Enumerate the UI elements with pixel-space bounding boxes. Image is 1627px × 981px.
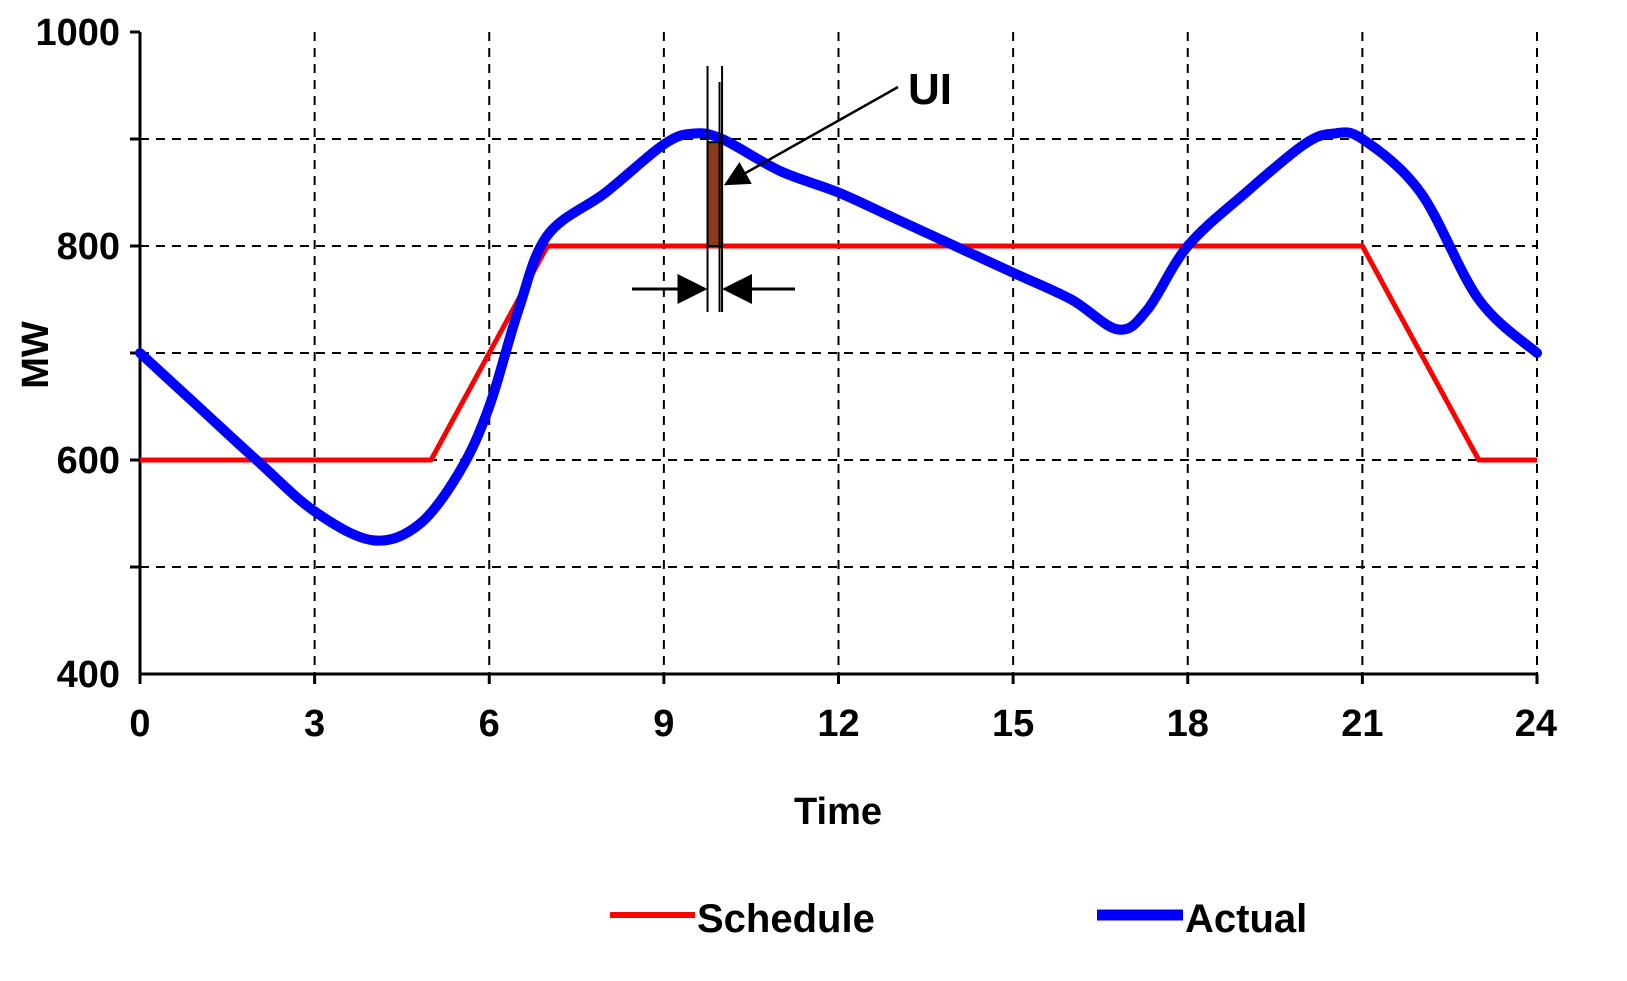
x-tick-label: 3 (304, 703, 325, 745)
x-tick-label: 15 (992, 703, 1034, 745)
x-axis-title: Time (794, 791, 882, 833)
x-tick-label: 12 (817, 703, 859, 745)
x-tick-label: 9 (653, 703, 674, 745)
ui-pointer-arrow (723, 85, 899, 186)
x-tick-label: 18 (1167, 703, 1209, 745)
y-tick-label: 400 (57, 654, 120, 696)
legend: Schedule Actual (610, 897, 1307, 941)
y-tick-label: 1000 (35, 12, 120, 54)
y-tick-label: 600 (57, 440, 120, 482)
series-line-actual (135, 127, 1542, 546)
x-tick-label: 6 (479, 703, 500, 745)
x-tick-labels: 0 3 6 9 12 15 18 21 24 (129, 703, 1557, 745)
legend-label-schedule: Schedule (697, 897, 875, 941)
series (135, 127, 1542, 546)
ui-annotation-label: UI (908, 65, 952, 114)
y-tick-label: 800 (57, 226, 120, 268)
x-tick-label: 0 (129, 703, 150, 745)
y-tick-labels: 400 600 800 1000 (35, 12, 120, 696)
x-tick-label: 21 (1341, 703, 1383, 745)
y-axis-title: MW (15, 321, 57, 389)
legend-label-actual: Actual (1185, 897, 1307, 941)
x-tick-label: 24 (1515, 703, 1557, 745)
ui-annotation: UI (632, 65, 952, 312)
